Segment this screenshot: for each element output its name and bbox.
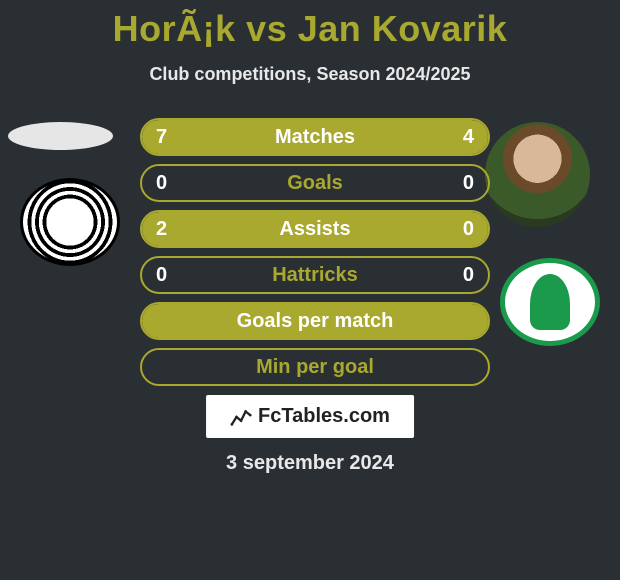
stat-value-left: 0 — [156, 172, 167, 195]
watermark-text: FcTables.com — [258, 405, 390, 428]
comparison-title: HorÃ¡k vs Jan Kovarik — [0, 0, 620, 50]
stat-label: Min per goal — [256, 356, 374, 379]
stat-value-left: 7 — [156, 126, 167, 149]
stat-row-min-per-goal: Min per goal — [140, 348, 490, 386]
season-subtitle: Club competitions, Season 2024/2025 — [0, 64, 620, 85]
stat-label: Matches — [275, 126, 355, 149]
player-right-club-logo — [500, 258, 600, 346]
stat-label: Goals — [287, 172, 343, 195]
snapshot-date: 3 september 2024 — [0, 452, 620, 475]
stat-value-left: 2 — [156, 218, 167, 241]
player-left-club-logo — [20, 178, 120, 266]
stat-row-goals-per-match: Goals per match — [140, 302, 490, 340]
stat-bars-container: 7 4 Matches 0 0 Goals 2 0 Assists 0 0 Hattricks Goal… — [140, 118, 490, 394]
site-watermark: FcTables.com — [206, 395, 414, 438]
stat-label: Hattricks — [272, 264, 358, 287]
stat-row-goals: 0 0 Goals — [140, 164, 490, 202]
stat-label: Goals per match — [237, 310, 394, 333]
stat-row-matches: 7 4 Matches — [140, 118, 490, 156]
player-right-portrait — [485, 122, 590, 227]
stat-value-right: 0 — [463, 172, 474, 195]
stat-row-assists: 2 0 Assists — [140, 210, 490, 248]
stat-label: Assists — [279, 218, 350, 241]
stat-row-hattricks: 0 0 Hattricks — [140, 256, 490, 294]
chart-icon — [230, 406, 252, 428]
stat-value-left: 0 — [156, 264, 167, 287]
stat-value-right: 0 — [463, 264, 474, 287]
player-left-portrait — [8, 122, 113, 150]
stat-value-right: 0 — [463, 218, 474, 241]
stat-value-right: 4 — [463, 126, 474, 149]
